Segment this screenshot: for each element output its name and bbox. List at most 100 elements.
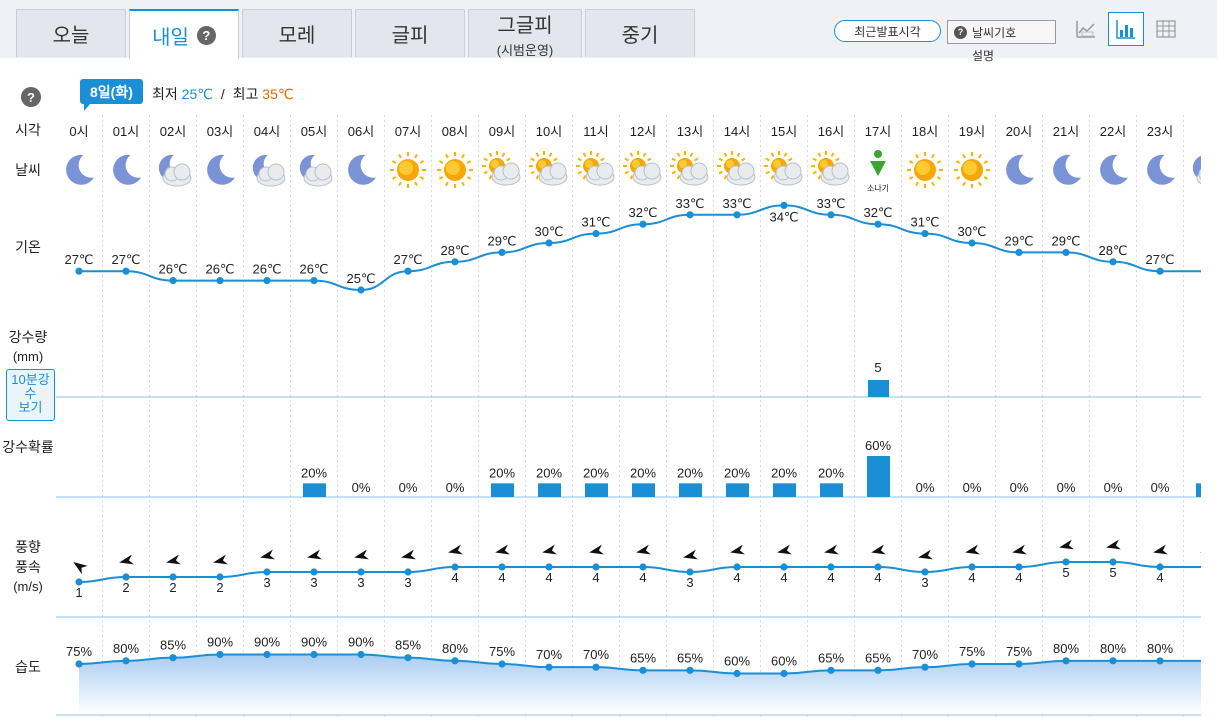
wind-speed-point [968,563,976,571]
tab-tomorrow[interactable]: 내일 ? [129,9,239,59]
tab-day-after[interactable]: 모레 [242,9,352,57]
tab-4days[interactable]: 그글피 (시범운영) [468,9,582,58]
arrow-shape [213,554,228,565]
wind-speed-point [733,563,741,571]
moon-icon [106,150,146,190]
hour-label: 0시 [69,124,89,139]
shower-label: 소나기 [866,184,890,193]
wind-direction-arrow [73,561,88,575]
max-label: 최고 [232,86,259,102]
precip-prob-label: 20% [724,465,750,480]
tab-today[interactable]: 오늘 [16,9,126,57]
wind-speed-point [1015,563,1023,571]
wind-direction-arrow [1059,539,1074,550]
precip-prob-bar [679,483,702,497]
wind-speed-point [545,563,553,571]
temperature-point [1062,248,1070,256]
sun-cloud-icon [623,150,663,190]
arrow-shape [401,549,416,560]
humidity-point [1062,657,1070,665]
temperature-point [827,211,835,219]
humidity-label: 90% [348,635,374,650]
temperature-point [357,286,365,294]
temperature-label: 32℃ [863,205,892,220]
bar-chart-icon [1116,20,1135,39]
row-label-time: 시각 [15,122,41,138]
wind-speed-label: 4 [451,570,458,585]
humidity-label: 60% [771,653,797,668]
wind-speed-point [1109,558,1117,566]
help-icon: ? [954,25,967,39]
temperature-point [1156,267,1164,275]
hour-label: 21시 [1052,124,1080,139]
humidity-point [968,660,976,668]
arrow-shape [683,549,698,560]
moon-cloud-icon [247,150,287,190]
recent-release-button[interactable]: 최근발표시각 [834,20,941,42]
temperature-point [310,277,318,285]
temperature-label: 33℃ [675,196,704,211]
wind-speed-label: 2 [122,580,129,595]
help-icon[interactable]: ? [196,25,216,45]
ten-minute-precip-button[interactable]: 10분강수 보기 [6,369,55,421]
weather-symbol-button[interactable]: ? 날씨기호 [947,20,1056,44]
hour-label: 10시 [535,124,563,139]
help-icon[interactable]: ? [21,87,41,107]
tab-label: 오늘 [52,25,90,47]
temperature-point [498,248,506,256]
temperature-label: 28℃ [1098,243,1127,258]
temperature-label: 27℃ [393,252,422,267]
wind-speed-label: 3 [921,575,928,590]
sun-icon [952,150,992,190]
wind-speed-label: 4 [592,570,599,585]
row-label-precip-unit: (mm) [12,349,44,364]
arrow-shape [448,544,463,555]
temperature-point [592,230,600,238]
tab-midterm[interactable]: 중기 [585,9,695,57]
tab-3days[interactable]: 글피 [355,9,465,57]
temperature-point [545,239,553,247]
humidity-point [1156,657,1164,665]
wind-speed-label: 4 [733,570,740,585]
precip-prob-label: 20% [771,465,797,480]
table-view-button[interactable] [1148,12,1184,46]
temperature-point [733,211,741,219]
min-max-temperature: 최저 25℃ / 최고 35℃ [152,84,294,104]
hour-label: 20시 [1005,124,1033,139]
arrow-shape [824,544,839,555]
wind-speed-point [404,568,412,576]
humidity-label: 60% [724,653,750,668]
sun-cloud-icon [670,150,710,190]
arrow-shape [730,544,745,555]
arrow-shape [166,554,181,565]
bar-chart-view-button[interactable] [1108,12,1144,46]
arrow-shape [495,544,510,555]
wind-direction-arrow [730,544,745,555]
temperature-label: 29℃ [1004,233,1033,248]
date-badge: 8일(화) [80,79,143,111]
wind-direction-arrow [401,549,416,560]
humidity-point [733,669,741,678]
hour-label: 02시 [159,124,187,139]
precip-prob-label: 20% [630,465,656,480]
arrow-shape [1106,539,1121,550]
wind-speed-label: 5 [1062,565,1069,580]
recent-release-label: 최근발표시각 [854,24,921,39]
tab-label: 글피 [391,25,429,47]
temperature-label: 29℃ [487,233,516,248]
sun-cloud-icon [811,150,851,190]
sun-icon [388,150,428,190]
arrow-shape [354,549,369,560]
sun-icon [435,150,475,190]
row-label-wind-speed: 풍속 [15,559,41,575]
temperature-label: 26℃ [205,262,234,277]
wind-direction-arrow [1012,544,1027,555]
temperature-label: 30℃ [534,224,563,239]
line-chart-view-button[interactable] [1068,12,1104,46]
precip-prob-label: 0% [1010,480,1029,495]
temperature-label: 27℃ [64,252,93,267]
wind-direction-arrow [965,544,980,555]
arrow-shape [1012,544,1027,555]
wind-speed-point [498,563,506,571]
temperature-label: 31℃ [910,215,939,230]
